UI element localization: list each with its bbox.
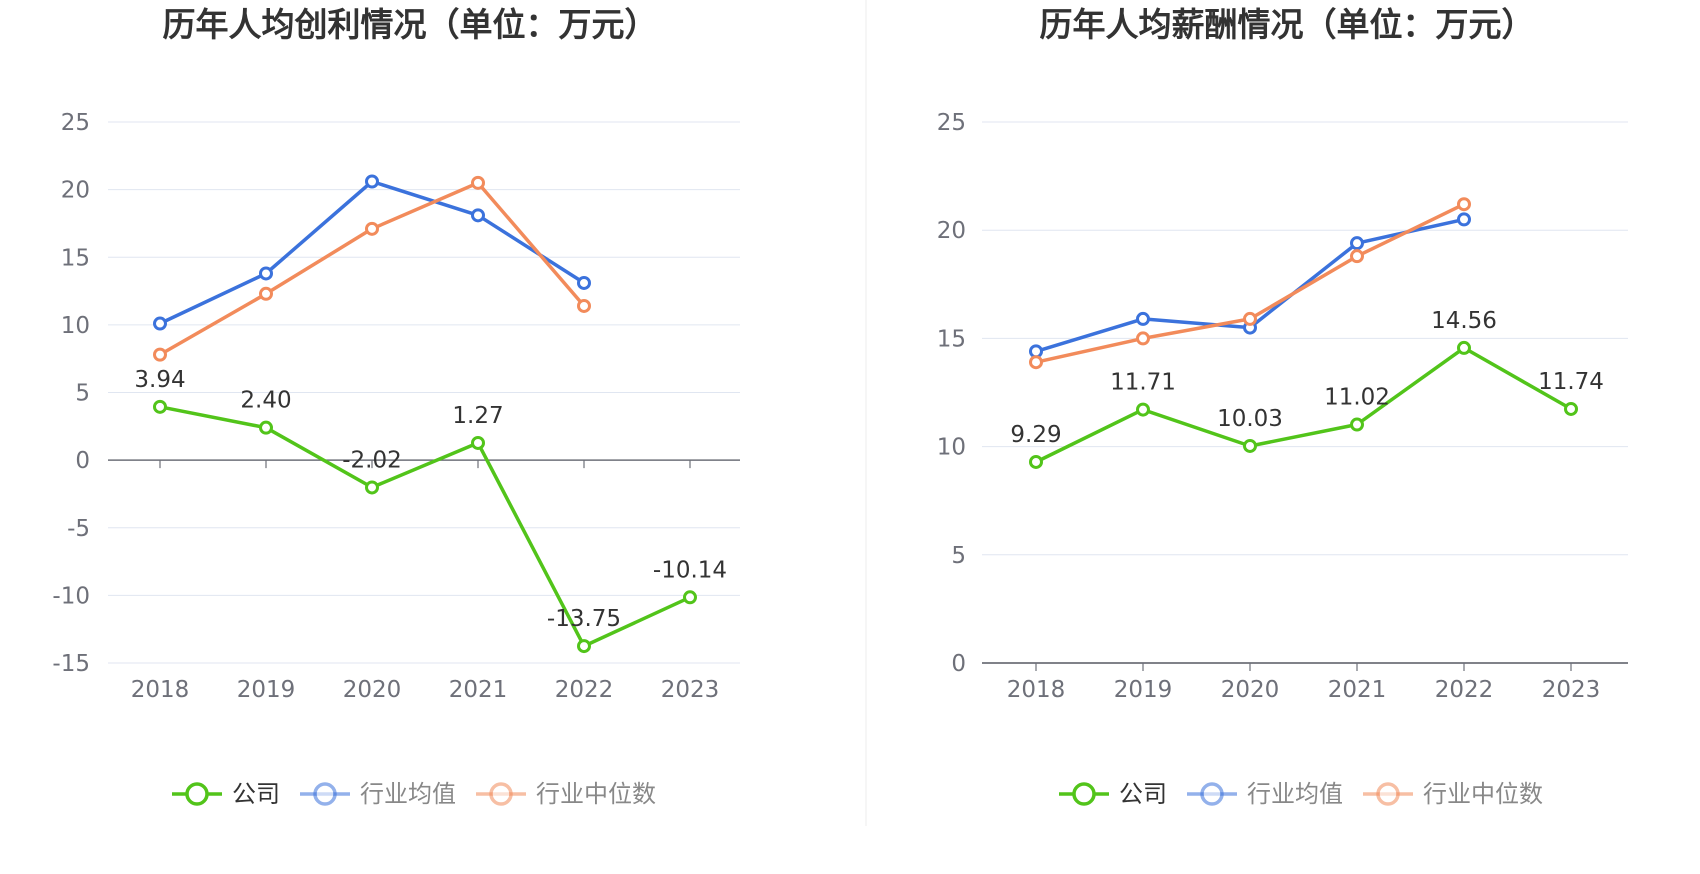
chart1-company-data-label: 2.40 xyxy=(240,388,291,414)
chart2-legend-company-label[interactable]: 公司 xyxy=(1119,780,1167,808)
chart2-industry_median-point xyxy=(1350,249,1364,264)
chart1-industry_median-point xyxy=(365,221,379,236)
chart1-ytick-label: -10 xyxy=(52,583,90,609)
chart1-ytick-label: 0 xyxy=(75,448,90,474)
chart1-company-point xyxy=(259,420,273,435)
chart1-company-data-label: -2.02 xyxy=(342,447,402,473)
chart2-legend-company-icon[interactable] xyxy=(1072,782,1096,806)
chart1-company-point xyxy=(577,639,591,654)
chart2-industry_avg-point xyxy=(1136,311,1150,326)
chart2-industry_median-point xyxy=(1243,311,1257,326)
chart1-industry_avg-point xyxy=(259,266,273,281)
chart1-ytick-label: -15 xyxy=(52,651,90,677)
chart2-company-point xyxy=(1243,438,1257,453)
chart1-xtick-label: 2020 xyxy=(343,677,402,703)
chart1-ytick-label: 25 xyxy=(61,110,90,136)
chart1-industry_median-point xyxy=(471,175,485,190)
chart2-xtick-label: 2018 xyxy=(1007,677,1066,703)
chart2-legend-industry_avg-icon[interactable] xyxy=(1200,782,1224,806)
chart2-ytick-label: 20 xyxy=(937,218,966,244)
chart2-legend-industry_median-icon[interactable] xyxy=(1376,782,1400,806)
chart1-industry_median-point xyxy=(577,298,591,313)
chart1-company-point xyxy=(365,480,379,495)
chart1-legend-industry_avg-icon[interactable] xyxy=(313,782,337,806)
chart2-industry_median-point xyxy=(1457,197,1471,212)
chart1-company-line xyxy=(159,405,691,648)
chart1-industry_median-line xyxy=(159,181,586,357)
chart2-ytick-label: 5 xyxy=(951,543,966,569)
chart1-industry_avg-point xyxy=(577,275,591,290)
chart2-company-point xyxy=(1136,402,1150,417)
chart2-company-data-label: 10.03 xyxy=(1217,406,1283,432)
chart1-company-data-label: -10.14 xyxy=(653,557,727,583)
chart2-company-data-label: 11.71 xyxy=(1110,370,1176,396)
chart2-company-point xyxy=(1457,340,1471,355)
chart2-ytick-label: 0 xyxy=(951,651,966,677)
chart2-company-data-label: 11.02 xyxy=(1324,385,1390,411)
chart1-legend-industry_median-icon[interactable] xyxy=(489,782,513,806)
chart2-industry_avg-point xyxy=(1350,236,1364,251)
chart1-ytick-label: 15 xyxy=(61,245,90,271)
chart1-ytick-label: -5 xyxy=(67,516,90,542)
chart2-ytick-label: 10 xyxy=(937,435,966,461)
chart1-legend-industry_avg-label[interactable]: 行业均值 xyxy=(360,780,456,808)
chart1-company-point xyxy=(683,590,697,605)
chart1-company-data-label: 1.27 xyxy=(452,403,503,429)
chart1-ytick-label: 5 xyxy=(75,381,90,407)
chart2-xtick-label: 2022 xyxy=(1435,677,1494,703)
chart1-ytick-label: 20 xyxy=(61,178,90,204)
chart1-industry_median-point xyxy=(153,347,167,362)
chart2-xtick-label: 2023 xyxy=(1542,677,1601,703)
chart1-company-data-label: 3.94 xyxy=(134,367,185,393)
chart2-xtick-label: 2020 xyxy=(1221,677,1280,703)
chart2-company-data-label: 11.74 xyxy=(1538,369,1604,395)
chart2-legend-industry_avg-label[interactable]: 行业均值 xyxy=(1247,780,1343,808)
chart2-company-line xyxy=(1035,346,1572,464)
chart2-company-point xyxy=(1564,401,1578,416)
chart1-xtick-label: 2019 xyxy=(237,677,296,703)
chart1-title: 历年人均创利情况（单位：万元） xyxy=(163,5,658,44)
chart1-ytick-label: 10 xyxy=(61,313,90,339)
chart2-xtick-label: 2019 xyxy=(1114,677,1173,703)
chart1-company-point xyxy=(471,435,485,450)
chart1-industry_avg-point xyxy=(471,208,485,223)
chart2-company-point xyxy=(1350,417,1364,432)
chart1-industry_avg-point xyxy=(365,174,379,189)
chart2-company-point xyxy=(1029,454,1043,469)
chart2-title: 历年人均薪酬情况（单位：万元） xyxy=(1040,5,1535,44)
chart2-xtick-label: 2021 xyxy=(1328,677,1387,703)
chart1-legend-industry_median-label[interactable]: 行业中位数 xyxy=(536,780,656,808)
chart2-industry_median-point xyxy=(1136,331,1150,346)
chart1-xtick-label: 2023 xyxy=(661,677,720,703)
chart1-company-data-label: -13.75 xyxy=(547,606,621,632)
chart1-industry_avg-line xyxy=(159,179,585,326)
chart2-ytick-label: 25 xyxy=(937,110,966,136)
chart1-legend-company-label[interactable]: 公司 xyxy=(232,780,280,808)
chart2-company-data-label: 14.56 xyxy=(1431,308,1497,334)
chart1-industry_median-point xyxy=(259,286,273,301)
chart2-industry_median-point xyxy=(1029,355,1043,370)
chart1-xtick-label: 2022 xyxy=(555,677,614,703)
chart1-xtick-label: 2018 xyxy=(131,677,190,703)
chart2-legend-industry_median-label[interactable]: 行业中位数 xyxy=(1423,780,1543,808)
chart1-xtick-label: 2021 xyxy=(449,677,508,703)
chart2-ytick-label: 15 xyxy=(937,326,966,352)
chart1-industry_avg-point xyxy=(153,316,167,331)
chart1-legend-company-icon[interactable] xyxy=(185,782,209,806)
chart2-company-data-label: 9.29 xyxy=(1010,422,1061,448)
chart1-company-point xyxy=(153,399,167,414)
chart2-industry_avg-point xyxy=(1457,212,1471,227)
